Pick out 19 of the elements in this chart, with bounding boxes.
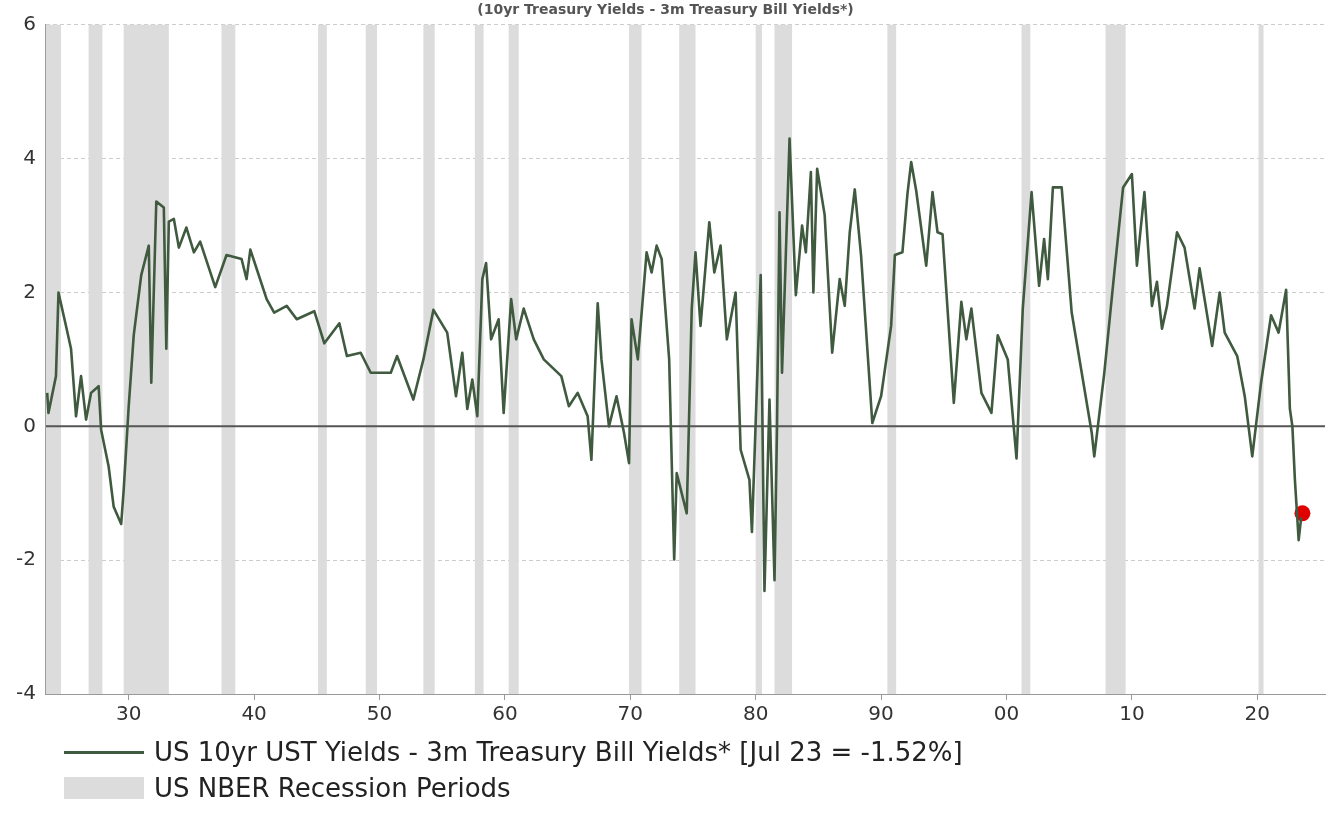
x-tick-label: 90 (868, 701, 894, 726)
x-tick-label: 00 (993, 701, 1020, 726)
legend-label: US 10yr UST Yields - 3m Treasury Bill Yields* [Jul 23 = -1.52%] (154, 736, 963, 769)
x-tick-label: 50 (366, 701, 393, 726)
x-tick-label: 60 (492, 701, 518, 726)
x-tick-label: 40 (241, 701, 267, 726)
x-tick-label: 20 (1244, 701, 1271, 726)
x-tick-label: 70 (617, 701, 644, 726)
chart-title: (10yr Treasury Yields - 3m Treasury Bill Yields*) (477, 1, 854, 18)
y-tick-label: 2 (23, 278, 36, 303)
x-tick-label: 30 (115, 701, 142, 726)
x-tick-label: 80 (742, 701, 769, 726)
y-tick-label: -4 (15, 680, 36, 705)
y-tick-label: 0 (23, 412, 36, 437)
y-tick-label: -2 (15, 546, 36, 571)
legend-label: US NBER Recession Periods (154, 772, 511, 805)
x-tick-label: 10 (1119, 701, 1145, 726)
y-tick-label: 6 (23, 11, 36, 35)
y-tick-label: 4 (23, 144, 36, 169)
